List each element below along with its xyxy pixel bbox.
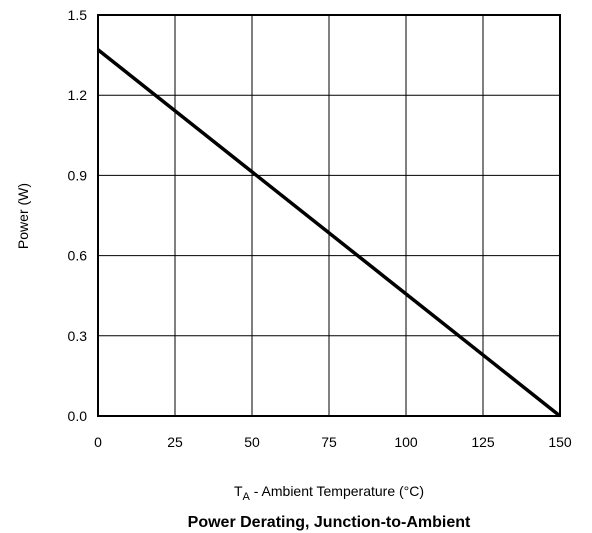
x-tick-label: 0 xyxy=(94,434,102,450)
grid xyxy=(98,15,560,416)
y-tick-label: 0.9 xyxy=(68,167,88,183)
derating-line xyxy=(96,48,562,418)
x-tick-label: 25 xyxy=(167,434,183,450)
x-tick-label: 50 xyxy=(244,434,260,450)
y-tick-label: 0.3 xyxy=(68,328,88,344)
plot-frame xyxy=(97,14,561,417)
y-tick-label: 1.2 xyxy=(68,87,88,103)
chart-title: Power Derating, Junction-to-Ambient xyxy=(188,514,471,531)
x-axis-label: TA - Ambient Temperature (°C) xyxy=(234,483,424,503)
y-axis-ticks: 0.0 0.3 0.6 0.9 1.2 1.5 xyxy=(68,7,88,424)
y-tick-label: 0.0 xyxy=(68,408,88,424)
series-layer xyxy=(96,48,562,418)
x-axis-ticks: 0 25 50 75 100 125 150 xyxy=(94,434,572,450)
x-axis-label-subscript: A xyxy=(243,491,251,503)
y-axis-label: Power (W) xyxy=(15,183,31,249)
x-tick-label: 100 xyxy=(394,434,418,450)
y-tick-label: 0.6 xyxy=(68,248,88,264)
x-axis-label-main: T xyxy=(234,483,243,499)
x-tick-label: 125 xyxy=(471,434,495,450)
x-tick-label: 150 xyxy=(548,434,572,450)
x-axis-label-rest: - Ambient Temperature (°C) xyxy=(250,483,424,499)
y-tick-label: 1.5 xyxy=(68,7,88,23)
x-tick-label: 75 xyxy=(321,434,337,450)
